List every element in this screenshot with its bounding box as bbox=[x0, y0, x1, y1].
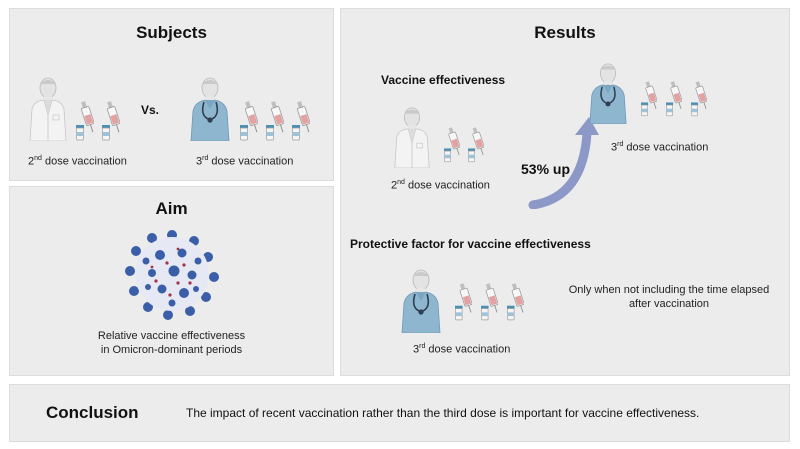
doctor-in-coat-icon bbox=[26, 75, 70, 141]
results-panel: Results Vaccine effectiveness 2nd dose v… bbox=[340, 8, 790, 376]
syringe-icon bbox=[292, 99, 310, 141]
results-title: Results bbox=[534, 23, 596, 42]
protective-3rd-dose-caption: 3rd dose vaccination bbox=[413, 343, 511, 356]
syringe-icon bbox=[444, 125, 460, 163]
curved-arrow-icon bbox=[528, 117, 599, 209]
protective-note-line2: after vaccination bbox=[628, 298, 710, 310]
subjects-title: Subjects bbox=[136, 23, 207, 42]
syringe-icon bbox=[102, 99, 120, 141]
protective-note: Only when not including the time elapsed… bbox=[555, 283, 783, 311]
doctor-in-coat-icon bbox=[391, 105, 433, 168]
vaccine-effectiveness-heading: Vaccine effectiveness bbox=[381, 73, 506, 87]
conclusion-text: The impact of recent vaccination rather … bbox=[186, 406, 700, 420]
results-2nd-dose-caption: 2nd dose vaccination bbox=[391, 179, 490, 192]
syringe-icon bbox=[240, 99, 258, 141]
nurse-in-scrubs-icon bbox=[587, 61, 629, 124]
syringe-icon bbox=[666, 79, 682, 117]
aim-title: Aim bbox=[155, 199, 188, 218]
nurse-in-scrubs-icon bbox=[399, 267, 443, 333]
syringe-icon bbox=[691, 79, 707, 117]
syringe-icon bbox=[468, 125, 484, 163]
aim-text-line1: Relative vaccine effectiveness bbox=[97, 330, 246, 342]
vs-label: Vs. bbox=[141, 103, 160, 117]
aim-panel: Aim Relative vaccine effectiveness in Om… bbox=[9, 186, 334, 376]
aim-text-line2: in Omicron-dominant periods bbox=[100, 344, 243, 356]
syringe-icon bbox=[455, 281, 472, 321]
nurse-in-scrubs-icon bbox=[188, 75, 232, 141]
syringe-icon bbox=[641, 79, 657, 117]
virus-icon bbox=[125, 230, 219, 320]
subjects-3rd-dose-caption: 3rd dose vaccination bbox=[196, 155, 294, 168]
results-3rd-dose-caption: 3rd dose vaccination bbox=[611, 141, 709, 154]
increase-label: 53% up bbox=[521, 161, 571, 177]
syringe-icon bbox=[481, 281, 498, 321]
subjects-2nd-dose-caption: 2nd dose vaccination bbox=[28, 155, 127, 168]
aim-text: Relative vaccine effectiveness in Omicro… bbox=[10, 329, 333, 357]
subjects-panel: Subjects Vs. 2nd dose vaccination 3rd do… bbox=[9, 8, 334, 181]
protective-note-line1: Only when not including the time elapsed bbox=[568, 284, 770, 296]
conclusion-bar: Conclusion The impact of recent vaccinat… bbox=[9, 384, 790, 442]
conclusion-label: Conclusion bbox=[46, 403, 139, 422]
protective-factor-heading: Protective factor for vaccine effectiven… bbox=[350, 237, 591, 251]
syringe-icon bbox=[266, 99, 284, 141]
syringe-icon bbox=[507, 281, 524, 321]
syringe-icon bbox=[76, 99, 94, 141]
